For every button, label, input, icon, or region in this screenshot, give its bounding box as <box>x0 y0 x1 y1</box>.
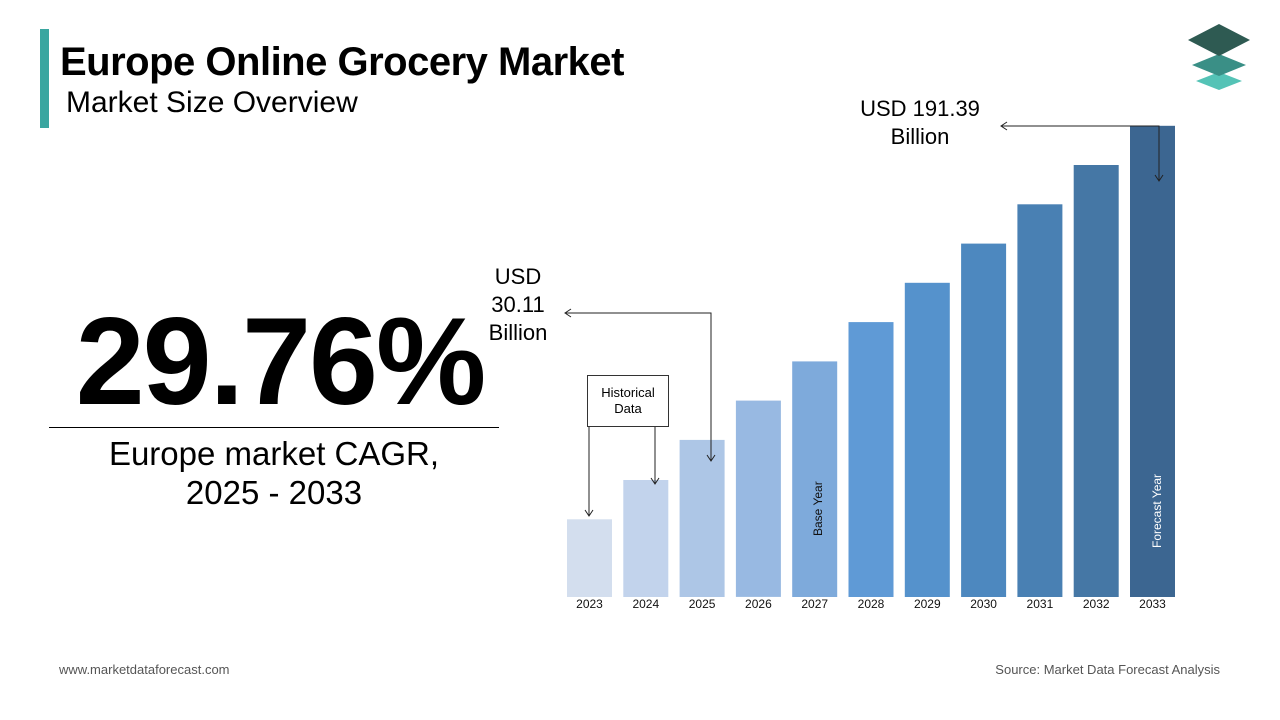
x-tick-label-2027: 2027 <box>801 597 828 611</box>
bar-2032 <box>1073 165 1119 597</box>
bar-2031 <box>1017 204 1063 598</box>
bar-2027 <box>792 361 838 597</box>
x-tick-label-2024: 2024 <box>632 597 659 611</box>
bar-2030 <box>961 243 1007 597</box>
historical-data-line-2: Data <box>614 401 642 416</box>
start-value-callout: USD 30.11 Billion <box>476 263 560 347</box>
title-accent-bar <box>40 29 49 128</box>
end-value-arrow-head-bottom <box>1154 174 1164 182</box>
x-tick-label-2030: 2030 <box>970 597 997 611</box>
bar-2023 <box>567 519 612 597</box>
start-value-line-3: Billion <box>488 320 548 345</box>
bar-2028 <box>848 322 894 597</box>
start-value-arrow-head-bottom <box>706 454 716 462</box>
footer-source: Source: Market Data Forecast Analysis <box>995 662 1220 677</box>
page-subtitle: Market Size Overview <box>66 86 358 119</box>
page-title: Europe Online Grocery Market <box>60 40 624 84</box>
end-value-arrow-head-left <box>1000 121 1008 131</box>
historical-arrow-2024-head <box>650 477 660 485</box>
start-value-arrow-head-top <box>564 308 572 318</box>
bars-layer <box>567 125 1175 598</box>
cagr-label-line-1: Europe market CAGR, <box>108 435 440 472</box>
forecast-year-label: Forecast Year <box>1150 474 1164 548</box>
x-tick-label-2025: 2025 <box>689 597 716 611</box>
bar-2033 <box>1130 125 1175 598</box>
x-tick-label-2029: 2029 <box>914 597 941 611</box>
footer-website: www.marketdataforecast.com <box>59 662 230 677</box>
start-value-line-1: USD <box>494 264 542 289</box>
historical-data-line-1: Historical <box>601 385 655 400</box>
base-year-label: Base Year <box>811 481 825 536</box>
x-tick-label-2023: 2023 <box>576 597 603 611</box>
stacked-layers-logo-icon <box>1188 24 1250 90</box>
x-tick-label-2026: 2026 <box>745 597 772 611</box>
cagr-divider <box>49 427 499 428</box>
start-value-arrow <box>566 312 712 461</box>
historical-arrow-2023-head <box>584 509 594 517</box>
tick-labels-layer: 2023 2024 2025 2026 2027 2028 2029 2030 2031 2032… <box>576 597 1166 611</box>
x-tick-label-2031: 2031 <box>1027 597 1054 611</box>
bar-2025 <box>679 439 725 597</box>
end-value-line-2: Billion <box>890 124 950 149</box>
cagr-label-line-2: 2025 - 2033 <box>185 474 363 511</box>
end-value-arrow <box>1001 125 1160 181</box>
bar-2026 <box>735 400 781 597</box>
bar-2024 <box>623 480 669 597</box>
bar-2029 <box>904 282 950 597</box>
x-tick-label-2032: 2032 <box>1083 597 1110 611</box>
x-tick-label-2028: 2028 <box>858 597 885 611</box>
end-value-callout: USD 191.39 Billion <box>840 95 1000 151</box>
cagr-label: Europe market CAGR, 2025 - 2033 <box>49 434 499 512</box>
x-tick-label-2033: 2033 <box>1139 597 1166 611</box>
arrows-layer <box>564 121 1164 517</box>
historical-data-box: Historical Data <box>587 375 669 427</box>
cagr-value: 29.76% <box>75 293 487 431</box>
end-value-line-1: USD 191.39 <box>860 96 980 121</box>
start-value-line-2: 30.11 <box>491 292 545 317</box>
